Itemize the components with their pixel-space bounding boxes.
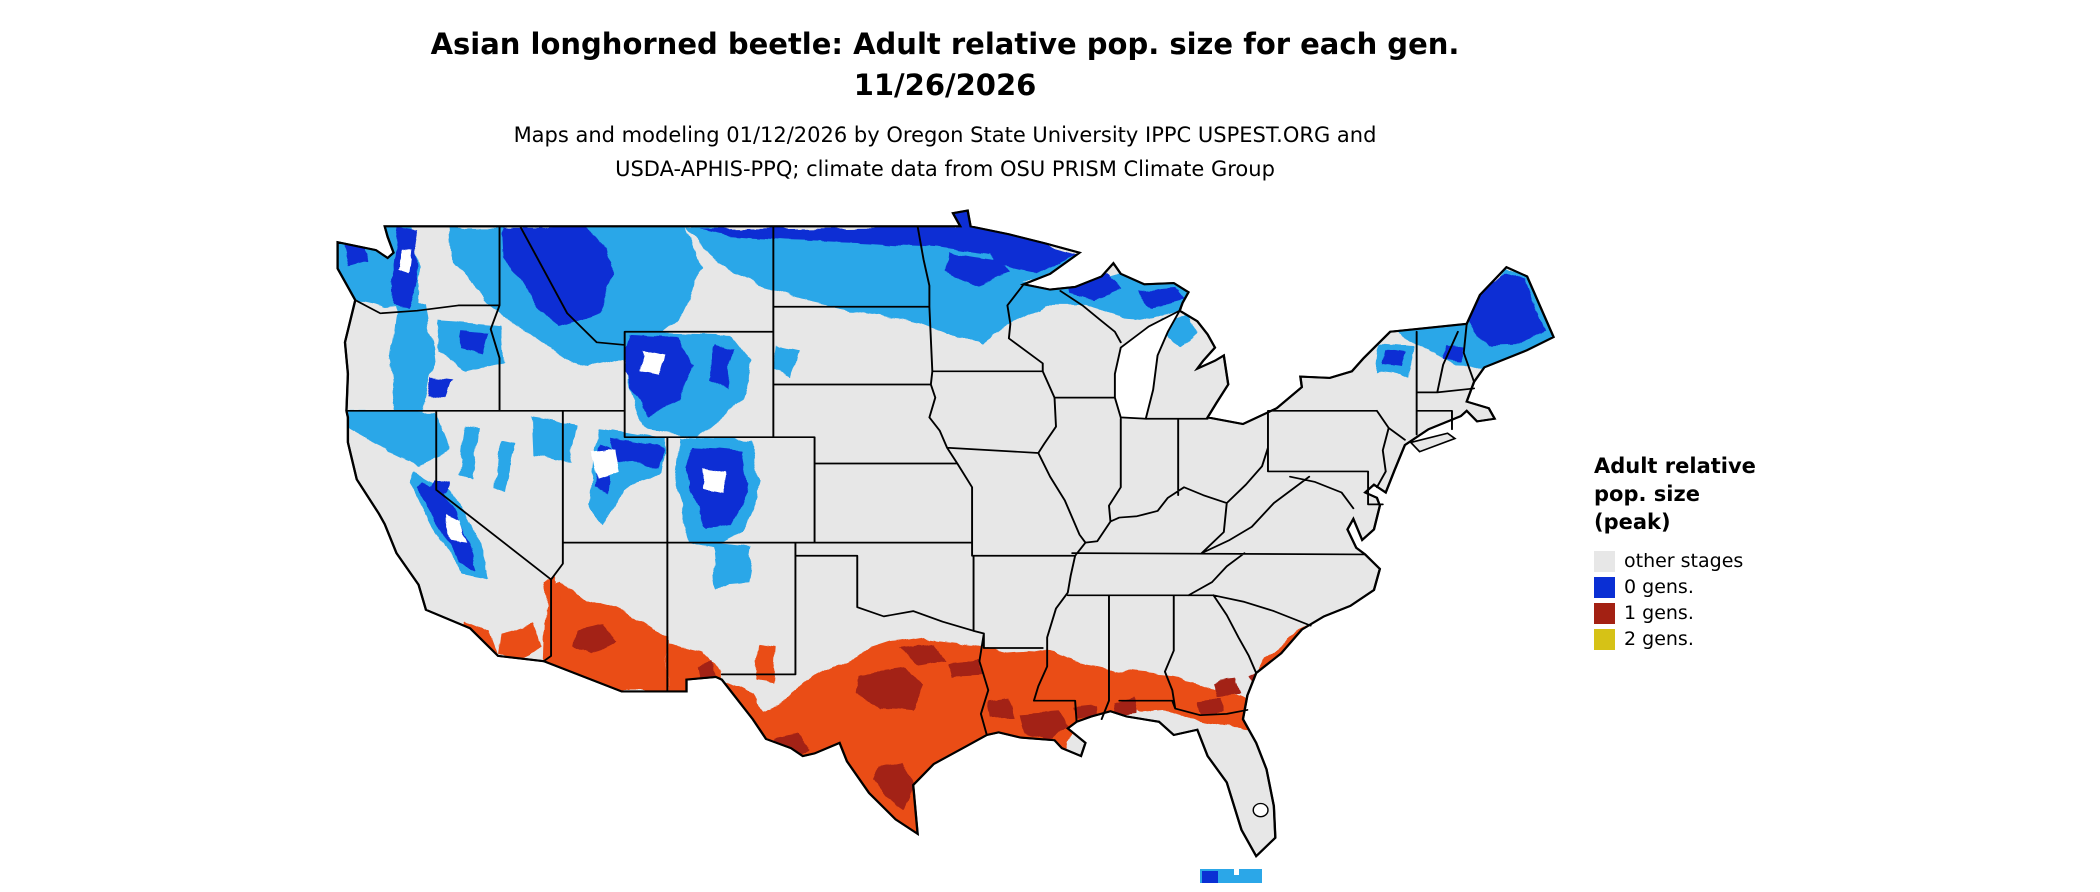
legend-item-2-gens: 2 gens. xyxy=(1594,626,1894,652)
artifact-white-gap xyxy=(1234,869,1239,875)
page-title: Asian longhorned beetle: Adult relative … xyxy=(0,24,1890,106)
swatch-rect xyxy=(1594,550,1615,572)
legend-label: other stages xyxy=(1624,550,1744,572)
region-no-population xyxy=(397,250,728,542)
lake-michigan xyxy=(1113,308,1182,420)
legend-label: 1 gens. xyxy=(1624,602,1694,624)
legend-label: 0 gens. xyxy=(1624,576,1694,598)
title-line-1: Asian longhorned beetle: Adult relative … xyxy=(430,27,1460,61)
legend-swatch-0-gens xyxy=(1594,576,1615,598)
map-legend: Adult relative pop. size (peak) other st… xyxy=(1594,452,1894,652)
legend-item-1-gens: 1 gens. xyxy=(1594,600,1894,626)
legend-swatch-2-gens xyxy=(1594,628,1615,650)
state-borders xyxy=(345,225,1476,736)
legend-swatch-other-stages xyxy=(1594,550,1615,572)
lake-okeechobee xyxy=(1252,802,1269,818)
long-island xyxy=(1409,432,1457,453)
swatch-rect xyxy=(1594,628,1615,650)
map-edge-artifact xyxy=(1200,869,1262,883)
artifact-dark-blue xyxy=(1202,871,1218,883)
legend-label: 2 gens. xyxy=(1624,628,1694,650)
legend-swatch-1-gens xyxy=(1594,602,1615,624)
title-line-2: 11/26/2026 xyxy=(853,68,1037,102)
credit-line-1: Maps and modeling 01/12/2026 by Oregon S… xyxy=(513,123,1377,147)
legend-item-0-gens: 0 gens. xyxy=(1594,574,1894,600)
region-0gens-dark xyxy=(343,210,1545,732)
us-map xyxy=(317,200,1583,872)
legend-title-line-3: (peak) xyxy=(1594,510,1671,534)
legend-title: Adult relative pop. size (peak) xyxy=(1594,452,1894,536)
map-edge-artifact-svg xyxy=(1200,869,1262,883)
legend-item-other-stages: other stages xyxy=(1594,548,1894,574)
legend-title-line-2: pop. size xyxy=(1594,482,1700,506)
legend-title-line-1: Adult relative xyxy=(1594,454,1756,478)
credit-line-2: USDA-APHIS-PPQ; climate data from OSU PR… xyxy=(615,157,1275,181)
credit-text: Maps and modeling 01/12/2026 by Oregon S… xyxy=(0,118,1890,186)
legend-items: other stages 0 gens. 1 gens. 2 gens. xyxy=(1594,548,1894,652)
swatch-rect xyxy=(1594,602,1615,624)
us-map-svg xyxy=(336,209,1555,858)
swatch-rect xyxy=(1594,576,1615,598)
